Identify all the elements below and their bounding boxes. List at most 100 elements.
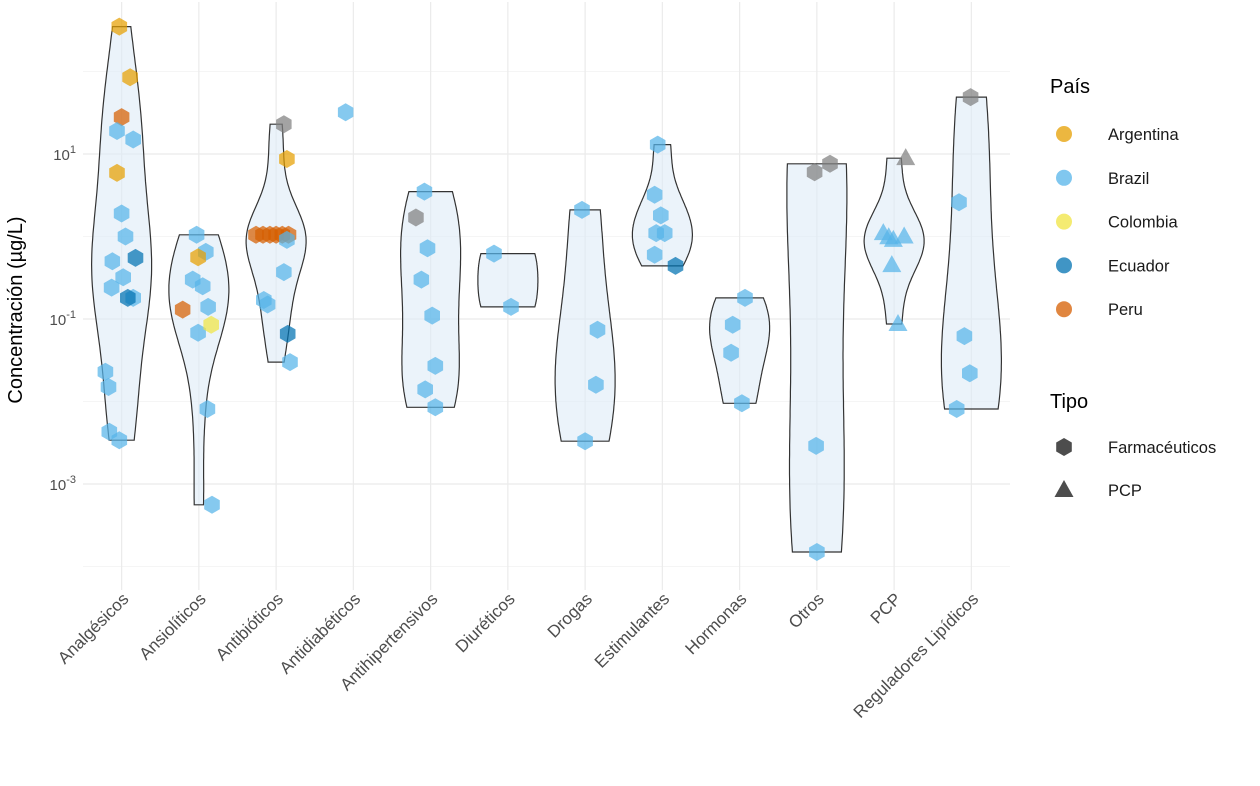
- data-point: [667, 256, 684, 275]
- y-tick-label: 10-3: [50, 474, 76, 494]
- data-point: [109, 163, 125, 182]
- data-points: [97, 17, 979, 561]
- violin-5: [477, 253, 539, 308]
- data-point: [97, 362, 114, 381]
- legend-title-tipo: Tipo: [1050, 391, 1088, 413]
- data-point: [646, 185, 663, 204]
- data-point: [427, 356, 444, 375]
- x-axis-ticks: Analgésicos Ansiolíticos AntibióticosAntid…: [54, 589, 982, 721]
- data-point: [724, 315, 741, 334]
- legend-title-pais: País: [1050, 76, 1090, 98]
- legend-swatch-ecuador: [1056, 257, 1072, 274]
- data-point: [948, 400, 965, 418]
- data-point: [115, 268, 131, 287]
- data-point: [276, 115, 292, 134]
- data-point: [577, 432, 593, 451]
- legend-label-argentina: Argentina: [1108, 126, 1179, 144]
- data-point: [888, 313, 908, 331]
- data-point: [276, 263, 292, 282]
- data-point: [646, 245, 663, 264]
- legend-tipo-items: Farmacéuticos PCP: [1054, 438, 1216, 500]
- legend-swatch-peru: [1056, 301, 1072, 318]
- data-point: [104, 252, 121, 271]
- legend-label-brazil: Brazil: [1108, 170, 1149, 188]
- data-point: [417, 380, 433, 399]
- data-point: [962, 364, 978, 383]
- data-point: [822, 154, 838, 173]
- data-point: [653, 206, 669, 225]
- legend-label-ecuador: Ecuador: [1108, 257, 1170, 275]
- data-point: [424, 306, 440, 325]
- data-point: [588, 375, 604, 394]
- x-tick-label: Diuréticos: [452, 589, 519, 656]
- x-tick-label: Estimulantes: [591, 589, 673, 671]
- data-point: [896, 148, 916, 166]
- y-tick-label: 101: [53, 144, 76, 164]
- data-point: [806, 163, 823, 182]
- data-point: [282, 353, 298, 372]
- y-axis-ticks: 101 10-1 10-3: [50, 144, 76, 494]
- legend-label-tipo: Farmacéuticos: [1108, 439, 1216, 457]
- data-point: [125, 130, 141, 149]
- data-point: [259, 295, 276, 314]
- data-point: [882, 255, 902, 273]
- hexagon-icon: [1056, 438, 1072, 456]
- legend: País ArgentinaBrazilColombiaEcuadorPeru …: [1050, 76, 1216, 500]
- x-tick-label: Ansiolíticos: [135, 589, 209, 663]
- data-point: [956, 327, 973, 346]
- data-point: [120, 288, 136, 307]
- violin-6: [554, 209, 616, 442]
- data-point: [809, 543, 825, 561]
- data-point: [188, 225, 205, 244]
- legend-label-colombia: Colombia: [1108, 214, 1179, 232]
- data-point: [109, 122, 125, 140]
- legend-pais-items: Argentina Brazil Colombia Ecuador Peru: [1056, 126, 1179, 319]
- data-point: [279, 150, 295, 168]
- data-point: [122, 68, 138, 87]
- y-tick-label: 10-1: [50, 309, 76, 329]
- legend-label-peru: Peru: [1108, 301, 1143, 319]
- data-point: [734, 394, 750, 413]
- legend-label-tipo: PCP: [1108, 482, 1142, 500]
- data-point: [127, 248, 144, 267]
- data-point: [199, 400, 216, 418]
- data-point: [190, 248, 206, 267]
- data-point: [337, 103, 354, 122]
- x-tick-label: Drogas: [544, 589, 596, 641]
- data-point: [589, 320, 606, 339]
- data-point: [174, 300, 191, 319]
- data-point: [962, 88, 979, 107]
- data-point: [194, 277, 211, 296]
- x-tick-label: Antibióticos: [212, 589, 287, 664]
- data-point: [279, 230, 295, 249]
- data-point: [416, 182, 433, 201]
- data-point: [486, 244, 502, 263]
- data-point: [100, 378, 117, 396]
- legend-swatch-argentina: [1056, 126, 1072, 142]
- data-point: [723, 343, 739, 362]
- data-point: [427, 398, 444, 417]
- x-tick-label: Analgésicos: [54, 589, 132, 667]
- data-point: [111, 17, 128, 36]
- violin-11: [940, 96, 1003, 410]
- data-point: [656, 224, 673, 243]
- violin-8: [708, 297, 771, 404]
- data-point: [419, 239, 436, 258]
- data-point: [503, 297, 519, 316]
- data-point: [408, 208, 424, 227]
- legend-swatch-colombia: [1056, 213, 1072, 230]
- x-tick-label: Antidiabéticos: [276, 589, 364, 677]
- data-point: [649, 135, 666, 154]
- data-point: [113, 108, 130, 127]
- data-point: [204, 495, 220, 514]
- data-point: [413, 270, 430, 289]
- data-point: [279, 324, 296, 343]
- data-point: [808, 436, 824, 455]
- data-point: [574, 200, 590, 219]
- data-point: [894, 226, 914, 244]
- legend-swatch-brazil: [1056, 169, 1072, 186]
- violins: [90, 26, 1003, 553]
- data-point: [200, 297, 216, 316]
- violin-7: [631, 144, 694, 267]
